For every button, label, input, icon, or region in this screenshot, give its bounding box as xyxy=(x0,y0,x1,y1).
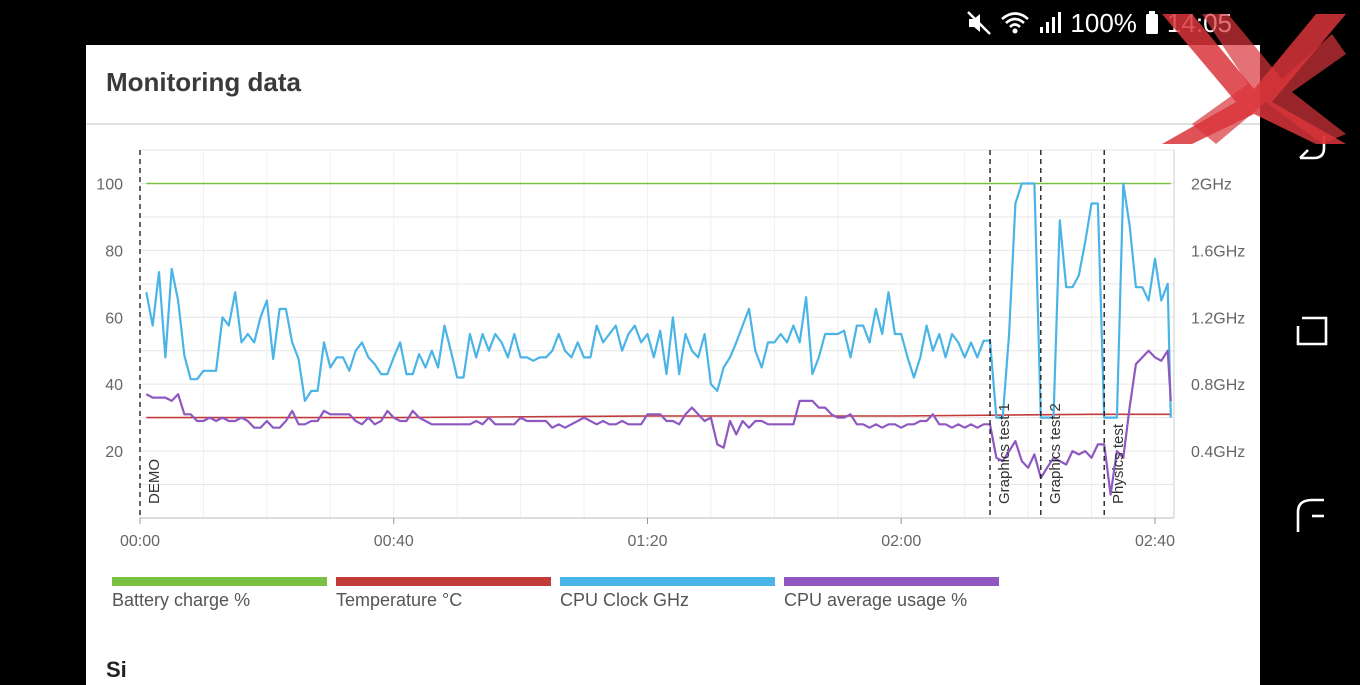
marker-label: Graphics test 1 xyxy=(996,403,1013,504)
card-title: Monitoring data xyxy=(106,67,301,97)
legend-swatch-temperature xyxy=(336,577,551,586)
signal-icon xyxy=(1038,10,1062,36)
chart-legend: Battery charge % Temperature °C CPU Cloc… xyxy=(112,577,999,611)
navigation-bar xyxy=(1260,44,1360,662)
y-left-tick-label: 100 xyxy=(96,176,123,193)
marker-label: DEMO xyxy=(146,459,163,504)
divider xyxy=(86,123,1260,125)
y-right-tick-label: 1.6GHz xyxy=(1191,243,1245,260)
watermark-logo xyxy=(1162,14,1346,144)
legend-swatch-cpu-clock xyxy=(560,577,775,586)
y-left-tick-label: 20 xyxy=(105,444,123,461)
monitoring-chart: 100 80 60 40 20 2GHz 1.6GHz 1.2GHz 0.8GHz 0.4GHz 0… xyxy=(96,149,1245,550)
x-tick-label: 00:40 xyxy=(374,533,414,550)
wifi-icon xyxy=(1000,10,1030,36)
legend-item-cpu-usage: CPU average usage % xyxy=(784,577,999,611)
series-line-cpu_usage xyxy=(145,349,1172,496)
legend-label-temperature: Temperature °C xyxy=(336,590,463,610)
mute-icon xyxy=(966,10,992,36)
x-tick-label: 00:00 xyxy=(120,533,160,550)
back-icon xyxy=(1299,136,1326,160)
y-left-tick-label: 80 xyxy=(105,243,123,260)
y-right-tick-label: 0.8GHz xyxy=(1191,377,1245,394)
legend-label-cpu-usage: CPU average usage % xyxy=(784,590,968,610)
x-tick-label: 02:40 xyxy=(1135,533,1175,550)
y-right-tick-label: 0.4GHz xyxy=(1191,444,1245,461)
menu-lines-icon xyxy=(1296,498,1324,532)
marker-label: Physics test xyxy=(1110,423,1127,504)
next-section-heading: Si xyxy=(106,657,127,682)
battery-percent: 100% xyxy=(1070,7,1137,38)
back-button[interactable] xyxy=(1296,134,1326,169)
y-left-tick-label: 60 xyxy=(105,310,123,327)
legend-item-battery: Battery charge % xyxy=(112,577,327,611)
legend-label-cpu-clock: CPU Clock GHz xyxy=(560,590,690,610)
legend-swatch-cpu-usage xyxy=(784,577,999,586)
y-right-tick-label: 2GHz xyxy=(1191,176,1232,193)
legend-swatch-battery xyxy=(112,577,327,586)
home-button[interactable] xyxy=(1296,316,1328,353)
x-tick-label: 02:00 xyxy=(881,533,921,550)
monitoring-card: Monitoring data 100 80 60 40 20 2GHz 1.6GHz 1.2… xyxy=(86,45,1260,685)
x-tick-label: 01:20 xyxy=(627,533,667,550)
legend-label-battery: Battery charge % xyxy=(112,590,251,610)
battery-icon xyxy=(1145,10,1159,36)
series-line-cpu_clock xyxy=(145,182,1172,419)
y-right-tick-label: 1.2GHz xyxy=(1191,310,1245,327)
legend-item-temperature: Temperature °C xyxy=(336,577,551,611)
recents-icon xyxy=(1296,316,1328,346)
y-left-tick-label: 40 xyxy=(105,377,123,394)
marker-label: Graphics test 2 xyxy=(1047,403,1064,504)
status-bar: 100% 14:05 xyxy=(0,0,1360,44)
legend-item-cpu-clock: CPU Clock GHz xyxy=(560,577,775,611)
recents-button[interactable] xyxy=(1296,498,1326,539)
